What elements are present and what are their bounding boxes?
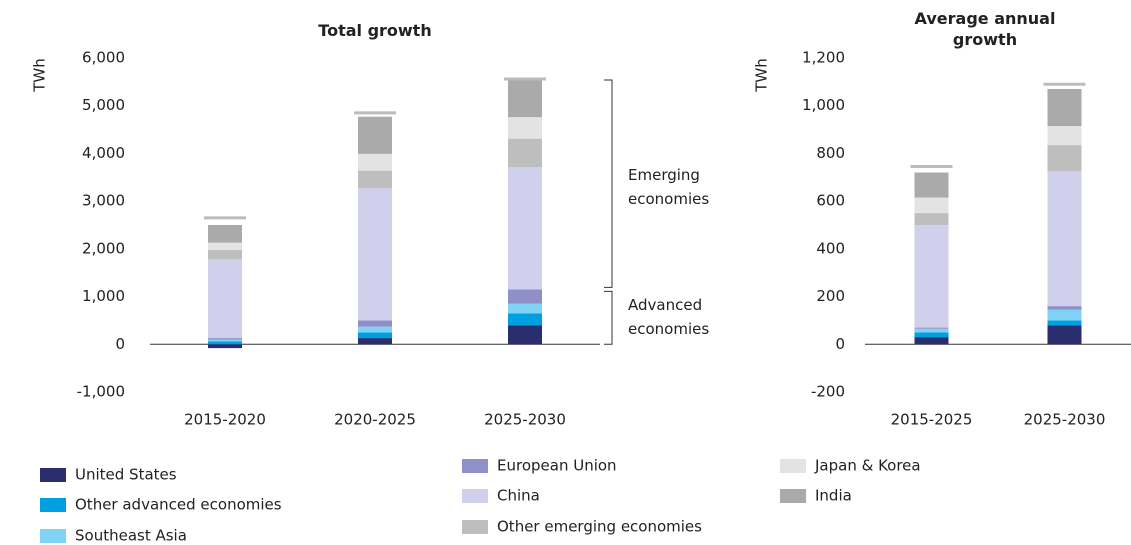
bar-segment [914, 328, 949, 333]
y-tick-label: 4,000 [82, 144, 125, 162]
x-tick-label: 2020-2025 [334, 411, 416, 429]
chart-title: Average annual growth [914, 9, 1056, 49]
bar-segment [358, 116, 392, 154]
bar-segment [508, 289, 542, 304]
bar-segment [358, 188, 392, 321]
bar-segment [914, 225, 949, 328]
bar-segment [508, 303, 542, 314]
y-tick-label: 1,200 [802, 49, 845, 67]
bar-segment [508, 167, 542, 290]
y-axis-label: TWh [753, 58, 771, 93]
bracket [604, 79, 613, 288]
legend-label: Japan & Korea [814, 457, 921, 475]
legend-swatch [40, 468, 66, 482]
bar-segment [914, 172, 949, 198]
legend-swatch [462, 489, 488, 503]
legend-label: European Union [497, 457, 617, 475]
bar-segment [208, 339, 242, 342]
legend-label: India [815, 487, 852, 505]
bar-segment [208, 338, 242, 340]
bar-segment [1047, 320, 1082, 326]
y-tick-label: 600 [816, 192, 845, 210]
legend-swatch [40, 529, 66, 543]
bar-segment [208, 341, 242, 345]
bar-segment [914, 332, 949, 338]
y-tick-label: 3,000 [82, 192, 125, 210]
bar-segment [358, 332, 392, 339]
y-tick-label: 200 [816, 287, 845, 305]
bar-segment [508, 117, 542, 139]
chart-title: Total growth [318, 21, 432, 40]
bar-segment [358, 338, 392, 345]
legend-label: China [497, 487, 540, 505]
bar-segment [1047, 89, 1082, 126]
bar-segment [508, 79, 542, 118]
bar-segment [1047, 309, 1082, 321]
bar-segment [1047, 171, 1082, 307]
legend-swatch [40, 498, 66, 512]
bar-segment [508, 313, 542, 326]
bar-segment [358, 320, 392, 327]
bar-segment [208, 249, 242, 260]
bar-segment [1047, 325, 1082, 345]
bar-segment [208, 259, 242, 339]
y-tick-label: 2,000 [82, 239, 125, 257]
legend-label: United States [75, 466, 177, 484]
y-tick-label: 0 [835, 335, 845, 353]
x-tick-label: 2015-2020 [184, 411, 266, 429]
bar-segment [914, 327, 949, 329]
y-tick-label: -1,000 [77, 383, 125, 401]
legend-label: Other emerging economies [497, 518, 702, 536]
bar-segment [208, 225, 242, 243]
bar-segment [1047, 125, 1082, 146]
bar-segment [508, 138, 542, 168]
bracket [604, 290, 613, 345]
bar-segment [1047, 145, 1082, 172]
bar-segment [914, 197, 949, 214]
bar-segment [358, 326, 392, 333]
annotation: Advanced economies [628, 296, 710, 338]
legend-swatch [462, 520, 488, 534]
bar-segment [208, 242, 242, 250]
x-tick-label: 2015-2025 [891, 411, 973, 429]
legend-swatch [462, 459, 488, 473]
y-tick-label: 6,000 [82, 49, 125, 67]
bar-segment [1047, 306, 1082, 310]
bar-segment [914, 213, 949, 225]
annotation: Emerging economies [628, 166, 710, 208]
y-axis-label: TWh [31, 58, 49, 93]
y-tick-label: 800 [816, 144, 845, 162]
x-tick-label: 2025-2030 [1024, 411, 1106, 429]
legend-label: Other advanced economies [75, 496, 282, 514]
y-tick-label: -200 [811, 383, 845, 401]
bar-segment [208, 344, 242, 349]
bar-segment [508, 325, 542, 345]
legend-label: Southeast Asia [75, 527, 187, 545]
y-tick-label: 400 [816, 239, 845, 257]
y-tick-label: 5,000 [82, 96, 125, 114]
y-tick-label: 0 [115, 335, 125, 353]
bar-segment [358, 153, 392, 171]
y-tick-label: 1,000 [802, 96, 845, 114]
bar-segment [914, 337, 949, 345]
bar-segment [358, 170, 392, 189]
legend-swatch [780, 459, 806, 473]
x-tick-label: 2025-2030 [484, 411, 566, 429]
legend-swatch [780, 489, 806, 503]
y-tick-label: 1,000 [82, 287, 125, 305]
